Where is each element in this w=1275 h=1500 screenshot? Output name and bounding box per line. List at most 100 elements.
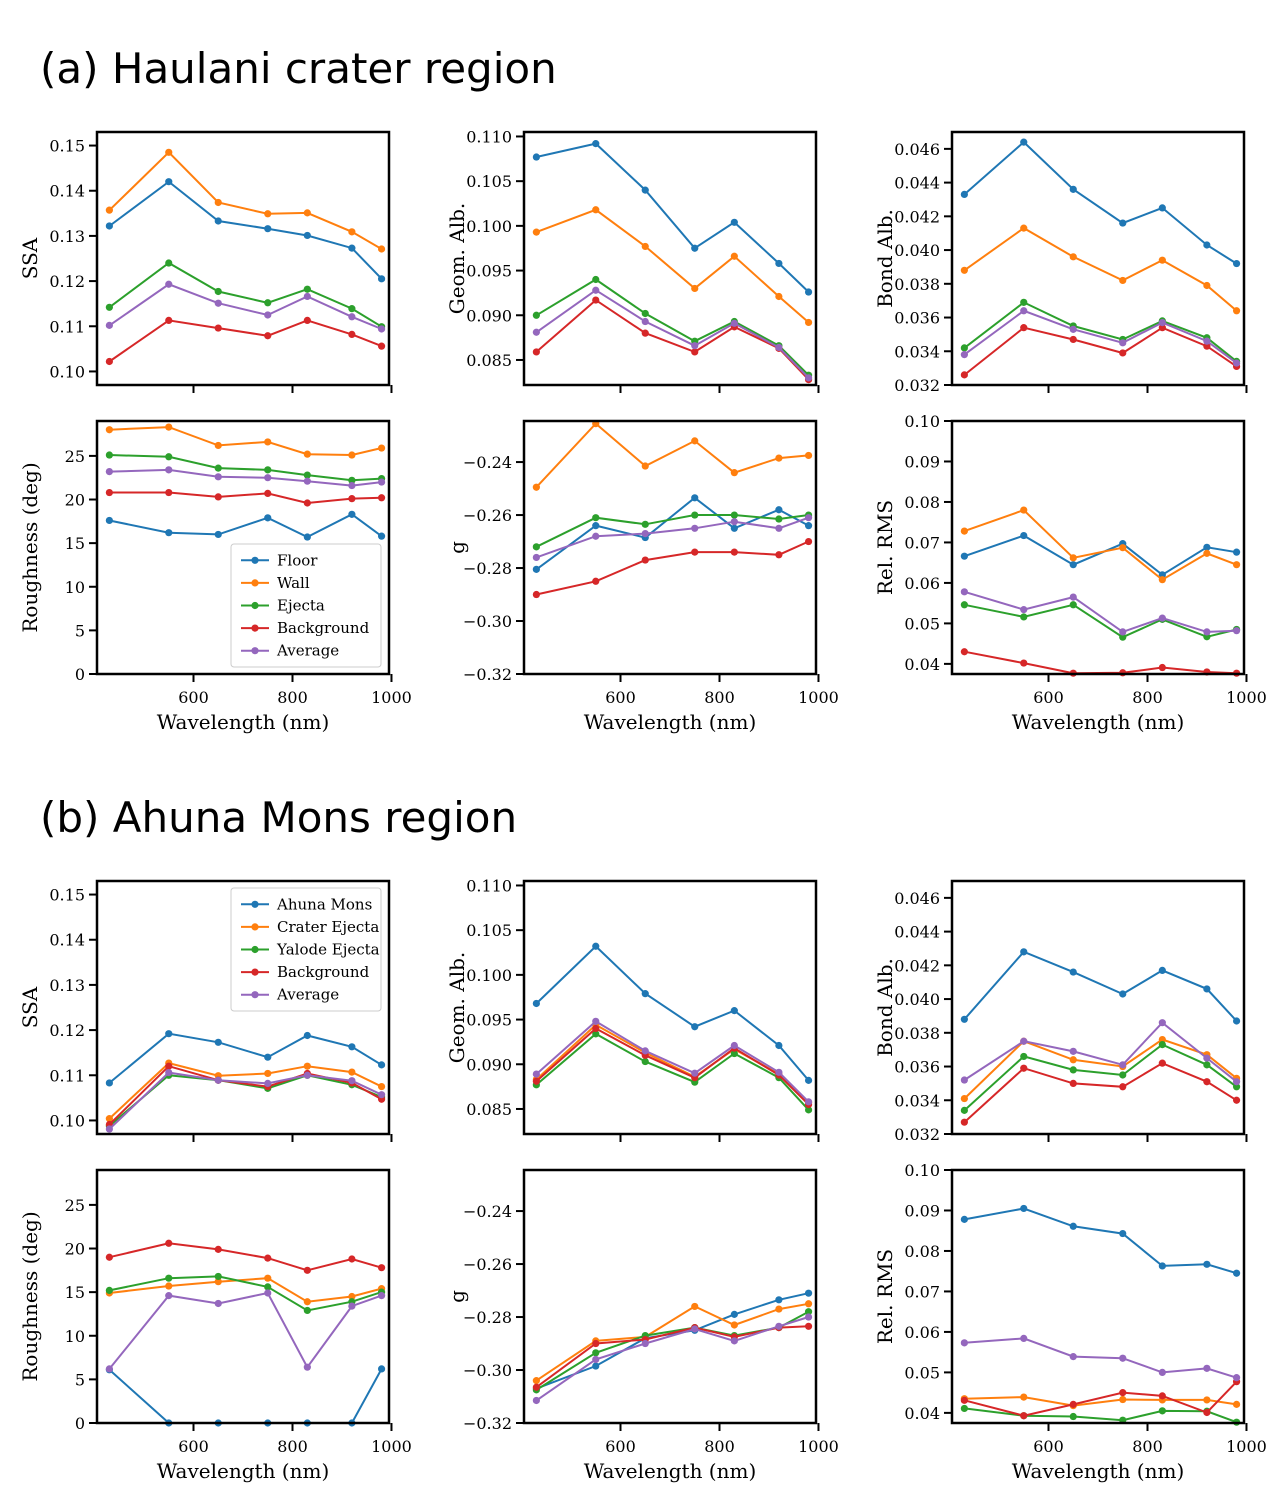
data-point-orange [105, 426, 113, 434]
data-point-orange [775, 1305, 783, 1313]
data-point-purple [377, 478, 386, 486]
x-tick-label: 800 [277, 688, 308, 707]
series-line-orange [535, 1302, 809, 1382]
data-point-purple [532, 1070, 540, 1078]
y-tick-label: 0.14 [49, 182, 85, 201]
data-point-purple [804, 1098, 813, 1106]
y-tick-label: 0.095 [466, 1011, 512, 1030]
y-axis-label: Rel. RMS [873, 1249, 897, 1344]
series-line-green [109, 1275, 382, 1312]
legend-label: Average [276, 642, 339, 660]
legend-marker-purple [251, 991, 259, 999]
data-point-red [105, 357, 113, 366]
data-point-red [691, 548, 699, 556]
x-axis-label: Wavelength (nm) [157, 710, 330, 734]
data-point-blue [377, 275, 386, 283]
data-point-purple [1203, 1364, 1211, 1372]
plot-frame [522, 879, 818, 1136]
data-point-red [532, 590, 540, 599]
legend-marker-red [251, 624, 259, 632]
data-point-red [1020, 1064, 1028, 1072]
data-point-purple [1119, 1354, 1127, 1362]
y-tick-label: 0.038 [894, 1024, 940, 1043]
data-point-blue [1203, 985, 1211, 993]
y-tick-label: 0.042 [894, 207, 940, 226]
y-tick-label: 0.06 [904, 574, 940, 593]
data-point-red [1232, 1096, 1241, 1104]
data-point-purple [214, 1076, 222, 1084]
data-point-orange [105, 206, 113, 214]
data-point-purple [214, 1299, 222, 1308]
legend-marker-purple [251, 647, 259, 655]
data-point-red [1119, 1083, 1127, 1091]
legend-label: Floor [277, 551, 318, 569]
data-point-red [165, 1239, 173, 1247]
data-point-blue [1020, 1204, 1028, 1213]
data-point-green [592, 1349, 600, 1357]
data-point-orange [1203, 549, 1211, 557]
data-point-blue [960, 190, 968, 199]
legend-marker-blue [251, 556, 259, 564]
x-tick-label: 600 [178, 688, 209, 707]
y-tick-label: 25 [65, 1196, 85, 1215]
data-point-blue [264, 1053, 272, 1061]
data-point-red [105, 488, 113, 497]
x-axis-label: Wavelength (nm) [157, 1459, 330, 1483]
data-point-orange [1020, 506, 1028, 514]
data-point-red [691, 348, 699, 356]
data-point-purple [1158, 614, 1166, 622]
data-point-orange [214, 441, 222, 450]
data-point-red [532, 1383, 540, 1391]
data-point-green [592, 275, 600, 284]
data-point-purple [1119, 339, 1127, 347]
data-point-purple [1158, 1019, 1166, 1027]
data-point-green [1119, 633, 1127, 641]
data-point-orange [1020, 1393, 1028, 1401]
data-point-red [1158, 1392, 1166, 1400]
data-point-red [214, 324, 222, 332]
data-point-blue [348, 244, 356, 252]
data-point-purple [348, 1077, 356, 1085]
data-point-orange [641, 242, 649, 251]
y-tick-label: 0.034 [894, 342, 940, 361]
data-point-purple [592, 286, 600, 294]
x-tick-label: 1000 [371, 1437, 412, 1456]
data-point-purple [960, 1339, 968, 1347]
y-tick-label: −0.28 [463, 559, 512, 578]
data-point-green [960, 1404, 968, 1413]
data-point-green [1158, 1407, 1166, 1415]
y-tick-label: 0.10 [49, 1111, 85, 1130]
plot-frame [95, 879, 391, 1136]
data-point-blue [960, 1215, 968, 1223]
data-point-green [960, 344, 968, 352]
data-point-red [214, 1245, 222, 1253]
data-point-purple [264, 474, 272, 482]
data-point-red [592, 1024, 600, 1033]
x-axis-label: Wavelength (nm) [1012, 1459, 1185, 1483]
data-point-red [804, 1322, 813, 1330]
y-tick-label: 0.105 [466, 921, 512, 940]
data-point-orange [1119, 276, 1127, 285]
y-axis-label: Rel. RMS [873, 500, 897, 595]
data-point-red [1020, 324, 1028, 332]
data-point-orange [1119, 1395, 1127, 1404]
y-tick-label: 0.07 [904, 533, 940, 552]
data-point-purple [1203, 337, 1211, 345]
data-point-green [1119, 1071, 1127, 1079]
data-point-red [348, 1255, 356, 1263]
data-point-blue [1158, 1262, 1166, 1270]
data-point-purple [348, 481, 356, 490]
data-point-red [303, 499, 311, 507]
data-point-blue [165, 1030, 173, 1038]
data-point-purple [1119, 1061, 1127, 1069]
series-group [105, 423, 386, 541]
y-tick-label: 0.100 [466, 217, 512, 236]
series-group [532, 942, 813, 1114]
plot-frame [522, 130, 818, 387]
y-tick-label: 0.090 [466, 1055, 512, 1074]
data-point-blue [105, 222, 113, 230]
x-tick-label: 1000 [798, 688, 839, 707]
data-point-blue [1119, 990, 1127, 998]
data-point-red [303, 316, 311, 324]
